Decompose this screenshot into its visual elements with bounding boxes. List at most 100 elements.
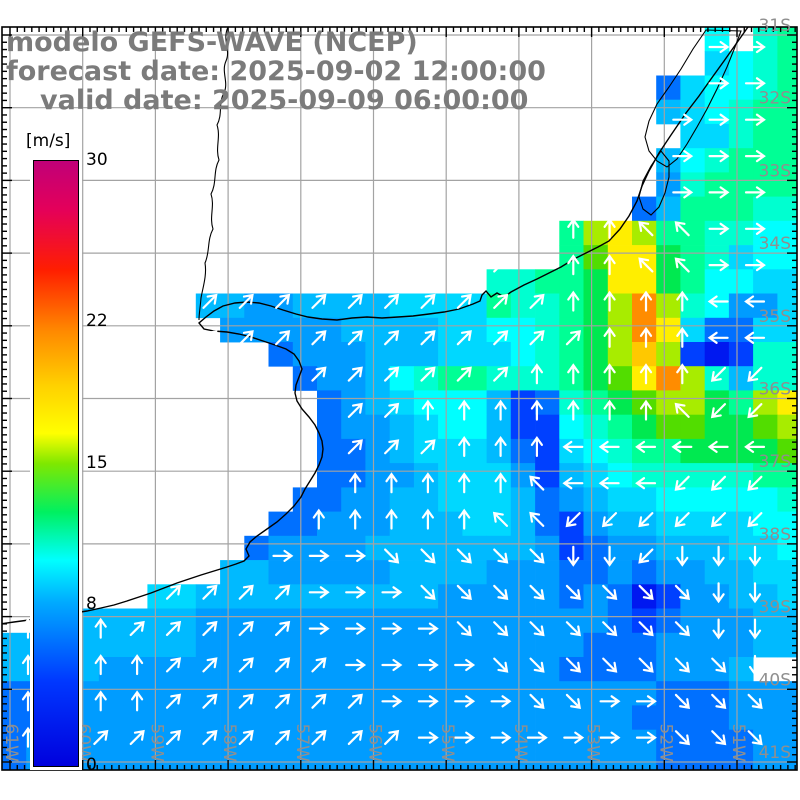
wind-arrow — [602, 621, 618, 637]
wind-arrow — [711, 657, 727, 673]
wind-arrow — [638, 548, 654, 564]
wind-arrow — [384, 729, 400, 746]
wind-arrow — [275, 620, 291, 637]
wind-arrow — [493, 330, 509, 346]
wind-arrow — [567, 254, 580, 276]
wind-arrow — [635, 695, 657, 708]
wind-arrow — [458, 436, 471, 457]
colorbar-tick-label: 30 — [86, 150, 108, 170]
wind-arrow — [420, 293, 436, 309]
colorbar-tick-label: 8 — [86, 594, 97, 614]
colorbar-tick-label: 22 — [86, 311, 108, 331]
lon-label: 53W — [583, 724, 603, 763]
lon-label: 59W — [146, 724, 166, 763]
valid-date: valid date: 2025-09-09 06:00:00 — [40, 85, 529, 116]
wind-arrow — [744, 186, 766, 199]
wind-arrow — [454, 731, 476, 744]
lat-label: 36S — [759, 380, 791, 400]
wind-arrow — [712, 582, 725, 604]
wind-arrow — [490, 731, 512, 744]
wind-arrow — [384, 293, 400, 309]
wind-arrow — [603, 399, 616, 421]
lat-label: 38S — [759, 525, 791, 545]
lon-label: 61W — [1, 724, 21, 763]
wind-arrow — [674, 221, 690, 237]
wind-arrow — [384, 366, 400, 382]
wind-arrow — [493, 657, 509, 673]
wind-arrow — [562, 477, 584, 490]
lat-label: 31S — [759, 16, 791, 36]
lat-label: 34S — [759, 234, 791, 254]
wind-arrow — [202, 293, 218, 309]
wind-arrow — [711, 730, 727, 746]
colorbar-unit-label: [m/s] — [26, 131, 71, 151]
wind-arrow — [494, 436, 507, 457]
wind-arrow — [311, 657, 327, 673]
wind-arrow — [202, 584, 218, 600]
wind-arrow — [598, 477, 620, 490]
lon-label: 51W — [728, 724, 748, 763]
wind-arrow — [347, 366, 363, 382]
coastline-layer — [2, 27, 749, 625]
wind-arrow — [601, 512, 618, 528]
wind-arrow — [490, 695, 512, 708]
lat-label: 33S — [759, 161, 791, 181]
wind-arrow — [421, 508, 434, 530]
wind-arrow — [598, 440, 620, 453]
wind-arrow — [345, 658, 367, 672]
wind-arrow — [311, 693, 327, 709]
wind-arrow — [674, 402, 690, 418]
lagoon-outline — [638, 150, 670, 216]
wind-arrow — [456, 621, 472, 637]
wind-arrow — [710, 403, 727, 419]
wind-arrow — [747, 693, 763, 710]
wind-arrow — [165, 657, 182, 673]
wind-arrow — [599, 731, 621, 744]
wind-arrow — [603, 363, 616, 385]
wind-arrow — [710, 366, 727, 382]
wind-arrow — [493, 257, 509, 273]
wind-arrow — [165, 620, 182, 637]
wind-arrow — [671, 440, 693, 453]
wind-arrow — [131, 654, 144, 676]
wind-arrow — [674, 730, 691, 746]
lon-label: 57W — [292, 724, 312, 763]
wind-arrow — [672, 150, 694, 163]
wind-arrow — [672, 113, 694, 126]
wind-arrow — [420, 439, 436, 455]
wind-arrow — [420, 548, 436, 564]
wind-arrow — [603, 254, 616, 276]
wind-arrow — [238, 693, 254, 709]
wind-arrow — [131, 690, 144, 712]
wind-arrow — [458, 508, 471, 530]
wind-arrow — [202, 693, 218, 709]
wind-arrow — [381, 586, 403, 599]
wind-arrow — [639, 290, 653, 312]
wind-arrow — [385, 472, 398, 494]
wind-arrow — [529, 548, 545, 564]
wind-arrow — [529, 657, 545, 673]
wind-arrow — [94, 617, 107, 639]
wind-arrow — [421, 399, 434, 421]
wind-arrow — [565, 584, 582, 601]
wind-arrow — [421, 472, 434, 494]
wind-arrow — [635, 440, 657, 453]
wind-arrow — [165, 584, 182, 600]
wind-arrow — [456, 584, 472, 601]
forecast-date: forecast date: 2025-09-02 12:00:00 — [6, 56, 546, 87]
wind-arrow — [345, 549, 367, 563]
wind-arrow — [530, 363, 544, 385]
wind-arrow — [347, 439, 363, 455]
wind-arrow — [676, 326, 689, 348]
wind-arrow — [456, 366, 472, 382]
wind-arrow — [748, 618, 762, 640]
wind-arrow — [21, 654, 35, 676]
colorbar-tick-label: 15 — [86, 453, 108, 473]
lon-label: 55W — [437, 724, 457, 763]
wind-arrow — [603, 217, 616, 239]
wind-arrow — [603, 290, 616, 312]
wind-arrow — [744, 77, 766, 90]
wind-arrow — [567, 363, 580, 385]
